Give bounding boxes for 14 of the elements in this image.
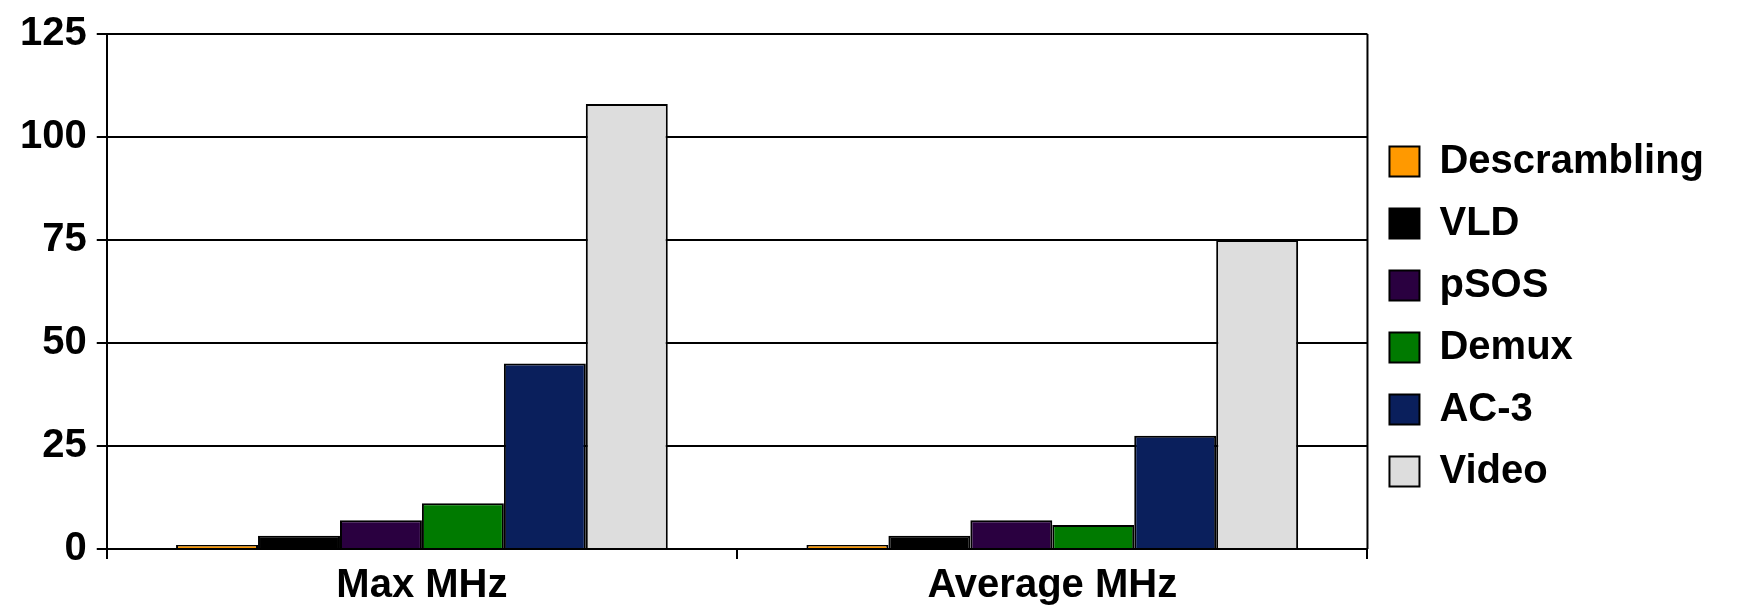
y-tick-label: 25 (42, 421, 87, 466)
legend-label: AC-3 (1439, 384, 1533, 429)
x-tick-label: Average MHz (927, 561, 1178, 606)
y-tick-label: 0 (64, 524, 87, 569)
y-tick-label: 100 (19, 112, 87, 157)
legend-label: pSOS (1439, 260, 1549, 305)
y-tick-label: 125 (19, 9, 87, 54)
y-tick-label: 75 (42, 215, 87, 260)
x-tick-label: Max MHz (336, 561, 508, 606)
legend-label: Video (1439, 446, 1548, 491)
legend-label: Descrambling (1439, 136, 1704, 181)
legend-label: VLD (1439, 198, 1520, 243)
y-tick-label: 50 (42, 318, 87, 363)
legend-label: Demux (1439, 322, 1573, 367)
